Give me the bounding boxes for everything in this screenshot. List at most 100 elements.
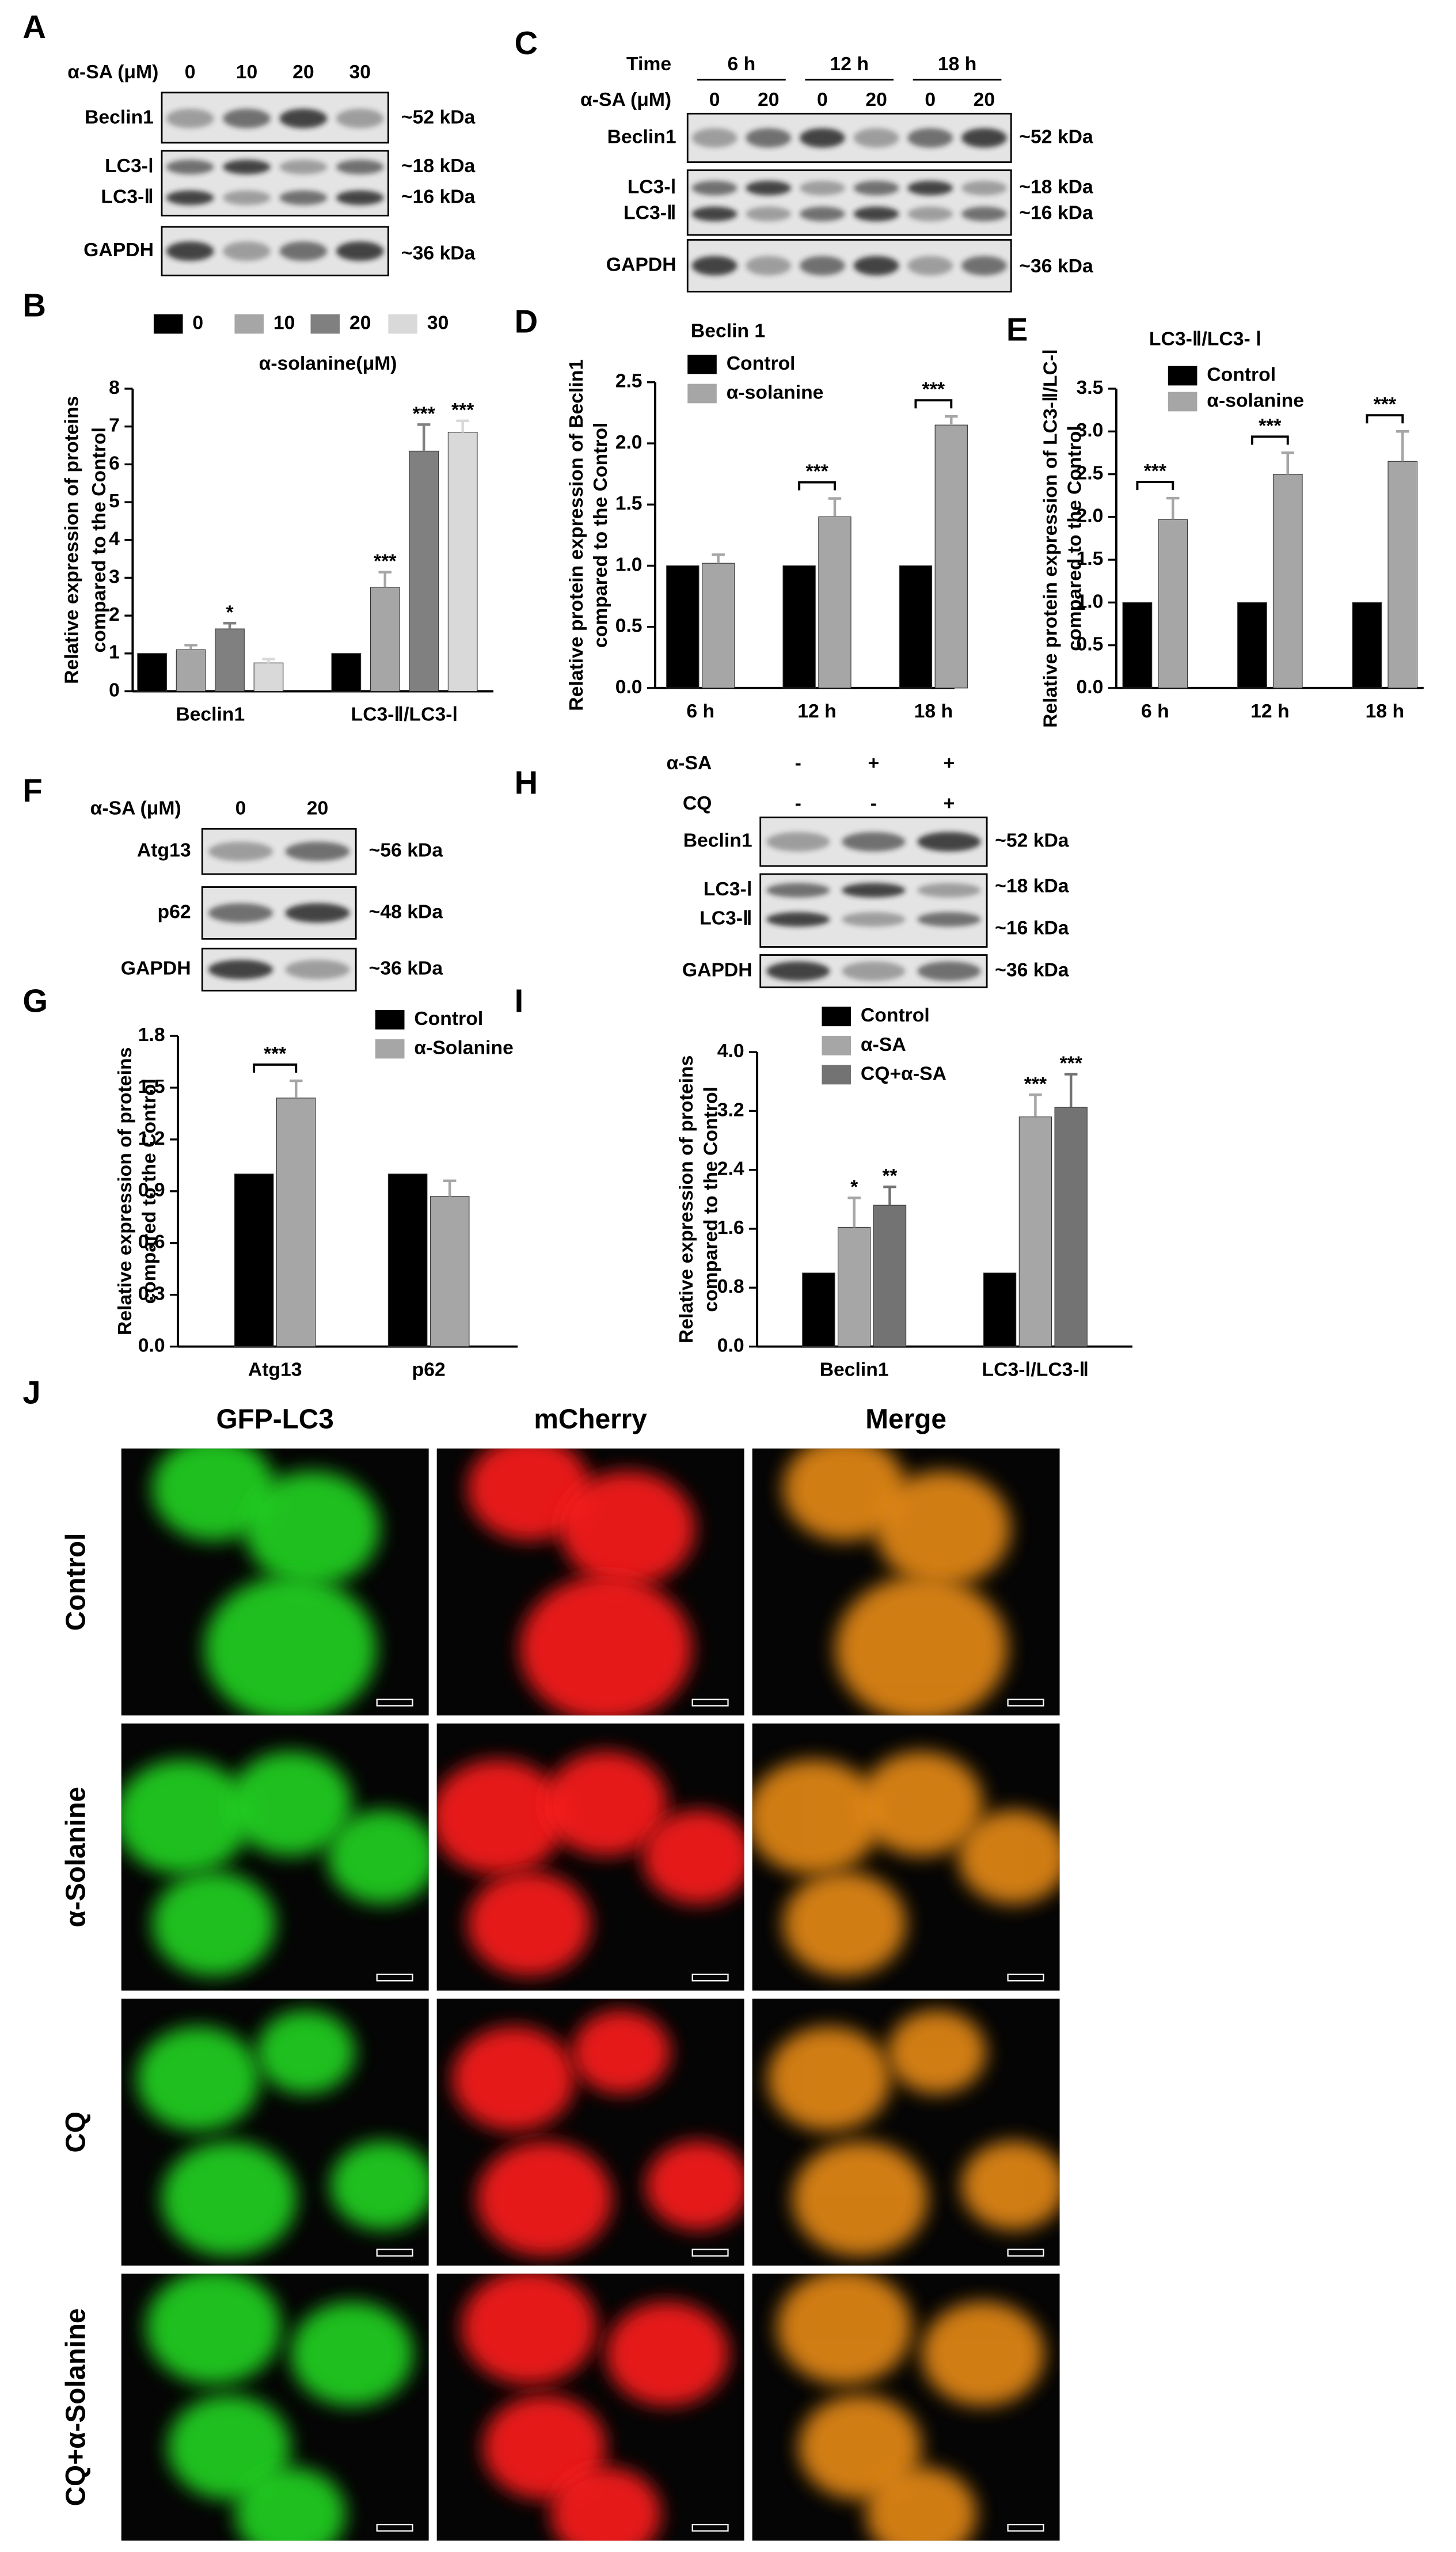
- micrograph: [436, 2273, 744, 2541]
- lane-label: 0: [235, 798, 246, 819]
- blot-band: [917, 961, 981, 981]
- bar: [782, 565, 816, 689]
- blot-row-label: LC3-Ⅰ: [704, 878, 752, 900]
- x-tick-label: LC3-Ⅱ/LC3-Ⅰ: [351, 704, 458, 726]
- blot-strip: [686, 112, 1012, 164]
- scale-bar: [376, 1973, 413, 1982]
- panel-letter: B: [22, 287, 46, 323]
- bar: [1237, 602, 1267, 689]
- molecular-weight: ~56 kDa: [369, 840, 443, 861]
- bar: [1158, 519, 1188, 689]
- blot-band: [800, 180, 845, 196]
- y-tick-label: 0.5: [1077, 633, 1104, 655]
- blot-row-label: GAPDH: [682, 959, 752, 981]
- micrograph: [752, 1723, 1060, 1991]
- cell: [544, 1751, 668, 1856]
- column-title: mCherry: [534, 1404, 647, 1434]
- y-axis-label: compared to the Control: [1064, 426, 1086, 651]
- blot-band: [853, 206, 899, 222]
- bar: [802, 1273, 835, 1347]
- x-tick-label: 18 h: [914, 700, 953, 722]
- blot-band: [853, 180, 899, 196]
- y-tick-label: 8: [109, 377, 120, 398]
- blot-band: [336, 160, 384, 174]
- cell: [152, 1871, 275, 1976]
- cell: [167, 2395, 291, 2500]
- panel-letter: I: [515, 983, 524, 1019]
- blot-band: [907, 180, 953, 196]
- y-tick-label: 2.5: [615, 370, 643, 392]
- cell: [482, 2395, 606, 2500]
- cell: [866, 2467, 977, 2541]
- bar: [838, 1226, 871, 1347]
- y-tick-label: 4: [109, 528, 120, 550]
- panel-letter: D: [515, 303, 538, 339]
- bracket-label: ***: [264, 1043, 287, 1065]
- blot-header-label: α-SA (μM): [580, 89, 671, 111]
- blot-band: [800, 256, 845, 276]
- cell: [550, 2467, 662, 2541]
- legend-label: 30: [427, 312, 449, 334]
- cells: [783, 1448, 1011, 1716]
- chart-title: Beclin 1: [691, 320, 765, 342]
- bar: [137, 653, 167, 692]
- bar: [1054, 1107, 1088, 1347]
- x-tick-label: 6 h: [686, 700, 714, 722]
- y-tick-label: 0.6: [138, 1231, 165, 1253]
- panel-letter: C: [515, 25, 538, 61]
- blot-band: [336, 108, 384, 128]
- lane-label: 0: [817, 89, 828, 111]
- y-tick-label: 2.5: [1077, 462, 1104, 484]
- legend-label: α-Solanine: [414, 1036, 513, 1058]
- group-label: 6 h: [728, 53, 756, 75]
- scale-bar: [376, 2249, 413, 2257]
- bar: [873, 1205, 907, 1347]
- bracket-label: ***: [805, 461, 828, 483]
- bracket-label: ***: [1144, 460, 1167, 482]
- lane-label: 20: [974, 89, 995, 111]
- legend-title: α-solanine(μM): [259, 352, 397, 374]
- legend-label: Control: [1207, 363, 1276, 385]
- cell: [467, 1871, 591, 1976]
- blot-band: [746, 256, 792, 276]
- cell: [767, 2026, 891, 2131]
- y-tick-label: 1: [109, 641, 120, 663]
- scale-bar: [1007, 1699, 1044, 1707]
- cell: [452, 2026, 575, 2131]
- cells: [452, 2010, 744, 2257]
- blot-row-label: GAPDH: [83, 239, 154, 261]
- blot-row-label: Atg13: [137, 840, 191, 861]
- blot-band: [961, 206, 1007, 222]
- y-tick-label: 2.0: [1077, 505, 1104, 527]
- legend-label: α-solanine: [1207, 389, 1304, 411]
- lane-label: -: [795, 792, 801, 814]
- micrograph: [752, 2273, 1060, 2541]
- blot-band: [279, 108, 328, 128]
- cell: [256, 2010, 355, 2094]
- legend-swatch: [234, 314, 264, 334]
- blot-row-label: LC3-Ⅱ: [700, 907, 752, 929]
- bar: [370, 587, 400, 692]
- panel-letter: J: [22, 1374, 40, 1411]
- bar: [409, 450, 439, 692]
- bar: [447, 431, 478, 692]
- blot-band: [961, 128, 1007, 148]
- y-tick-label: 1.5: [1077, 548, 1104, 569]
- cells: [152, 1448, 380, 1716]
- blot-row-label: GAPDH: [121, 958, 191, 979]
- lane-label: -: [795, 752, 801, 774]
- panel-letter: A: [22, 9, 46, 45]
- y-axis-label: Relative expression of proteins: [114, 1047, 136, 1335]
- blot-band: [285, 959, 350, 979]
- cells: [777, 2273, 1044, 2541]
- significance: ***: [413, 402, 436, 424]
- y-tick-label: 0.5: [615, 615, 643, 637]
- lane-label: +: [868, 752, 880, 774]
- cells: [752, 1751, 1060, 1976]
- cell: [572, 2010, 671, 2094]
- x-tick-label: 6 h: [1141, 700, 1169, 722]
- blot-band: [853, 256, 899, 276]
- y-tick-label: 1.5: [138, 1076, 165, 1097]
- blot-band: [961, 180, 1007, 196]
- cell: [121, 1759, 250, 1875]
